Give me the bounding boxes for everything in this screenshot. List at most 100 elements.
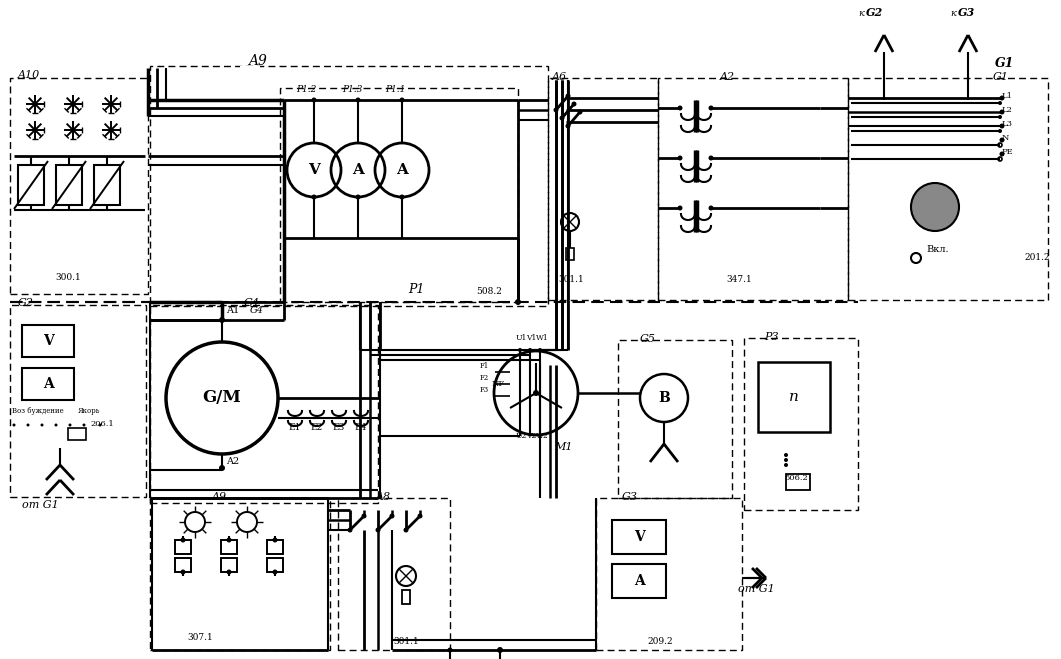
Text: от G1: от G1 xyxy=(22,500,58,510)
Circle shape xyxy=(273,538,278,542)
Circle shape xyxy=(528,348,532,352)
Circle shape xyxy=(312,98,316,103)
Text: E4: E4 xyxy=(354,423,367,432)
Bar xyxy=(175,558,191,572)
Circle shape xyxy=(400,98,404,103)
Text: P1.1: P1.1 xyxy=(385,85,405,94)
Circle shape xyxy=(497,647,503,653)
Text: A: A xyxy=(352,163,364,177)
Bar xyxy=(658,78,848,300)
Circle shape xyxy=(678,105,682,111)
Circle shape xyxy=(554,107,558,113)
Circle shape xyxy=(709,206,713,210)
Text: P1: P1 xyxy=(408,283,424,296)
Circle shape xyxy=(355,98,361,103)
Circle shape xyxy=(572,101,576,107)
Text: от G1: от G1 xyxy=(738,584,775,594)
Bar xyxy=(221,540,237,554)
Bar xyxy=(150,498,330,650)
Text: L3: L3 xyxy=(1002,120,1013,128)
Bar xyxy=(94,165,120,205)
Bar xyxy=(221,558,237,572)
Text: G2: G2 xyxy=(18,298,34,308)
Circle shape xyxy=(219,465,225,471)
Bar xyxy=(744,338,858,510)
Text: W1: W1 xyxy=(536,334,549,342)
Text: G/M: G/M xyxy=(203,389,241,407)
Text: A6: A6 xyxy=(552,72,568,82)
Text: 209.2: 209.2 xyxy=(647,637,673,646)
Text: G3: G3 xyxy=(958,7,975,18)
Bar xyxy=(848,78,1048,300)
Text: 506.2: 506.2 xyxy=(784,474,807,482)
Text: A: A xyxy=(633,574,644,588)
Bar xyxy=(22,325,74,357)
Text: G2: G2 xyxy=(866,7,883,18)
Circle shape xyxy=(999,138,1005,142)
Circle shape xyxy=(784,453,788,457)
Circle shape xyxy=(999,152,1005,156)
Text: n: n xyxy=(789,390,799,404)
Bar xyxy=(18,165,44,205)
Circle shape xyxy=(403,527,408,532)
Circle shape xyxy=(362,513,366,519)
Circle shape xyxy=(226,538,231,542)
Text: L1: L1 xyxy=(1002,92,1013,100)
Bar xyxy=(68,428,86,440)
Bar xyxy=(402,590,410,604)
Circle shape xyxy=(538,348,542,352)
Circle shape xyxy=(998,101,1002,105)
Circle shape xyxy=(709,156,713,161)
Circle shape xyxy=(515,299,521,305)
Text: A: A xyxy=(42,377,53,391)
Circle shape xyxy=(27,424,30,426)
Text: 301.1: 301.1 xyxy=(394,637,419,646)
Circle shape xyxy=(518,348,522,352)
Text: A: A xyxy=(396,163,407,177)
Text: A2: A2 xyxy=(226,457,239,466)
Text: 508.2: 508.2 xyxy=(476,287,502,296)
Bar xyxy=(267,558,283,572)
Bar xyxy=(240,66,260,70)
Text: G4: G4 xyxy=(250,306,264,315)
Circle shape xyxy=(376,527,381,532)
Text: F3: F3 xyxy=(480,386,489,394)
Text: E2: E2 xyxy=(311,423,324,432)
Circle shape xyxy=(355,194,361,200)
Circle shape xyxy=(348,527,352,532)
Text: B: B xyxy=(658,391,669,405)
Text: PE: PE xyxy=(1002,148,1013,156)
Circle shape xyxy=(13,424,16,426)
Bar xyxy=(596,498,742,650)
Text: P3: P3 xyxy=(764,332,779,342)
Circle shape xyxy=(678,156,682,161)
Circle shape xyxy=(400,194,404,200)
Circle shape xyxy=(226,569,231,575)
Text: A9: A9 xyxy=(212,492,227,502)
Text: G1: G1 xyxy=(993,72,1009,82)
Bar xyxy=(56,165,82,205)
Text: A10: A10 xyxy=(18,70,40,80)
Text: M1: M1 xyxy=(554,442,573,452)
Circle shape xyxy=(999,109,1005,115)
Text: 300.1: 300.1 xyxy=(55,273,81,282)
Circle shape xyxy=(180,538,186,542)
Bar xyxy=(618,340,732,498)
Circle shape xyxy=(998,129,1002,133)
Bar xyxy=(612,520,666,554)
Bar xyxy=(338,498,450,650)
Circle shape xyxy=(577,109,582,115)
Circle shape xyxy=(559,115,564,121)
Text: G4: G4 xyxy=(244,298,260,308)
Bar xyxy=(10,305,146,497)
Bar xyxy=(150,305,378,503)
Circle shape xyxy=(417,513,422,519)
Circle shape xyxy=(40,424,44,426)
Text: N: N xyxy=(1002,134,1009,142)
Text: E3: E3 xyxy=(333,423,345,432)
Text: F2: F2 xyxy=(480,374,489,382)
Bar xyxy=(786,474,810,490)
Text: V: V xyxy=(633,530,644,544)
Text: 347.1: 347.1 xyxy=(726,275,752,284)
Bar xyxy=(267,540,283,554)
